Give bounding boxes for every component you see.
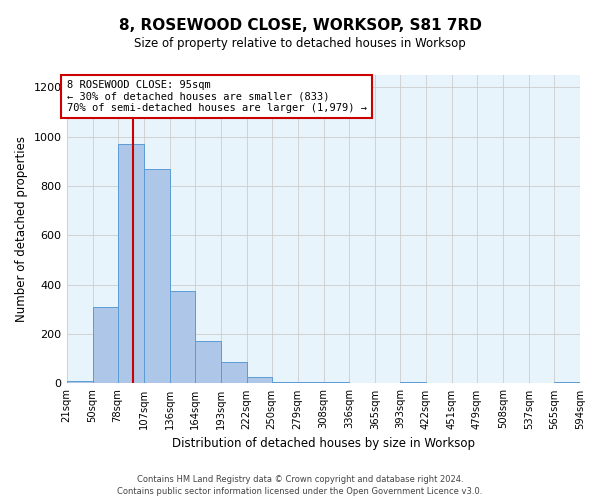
Bar: [400, 382, 426, 384]
Text: 8 ROSEWOOD CLOSE: 95sqm
← 30% of detached houses are smaller (833)
70% of semi-d: 8 ROSEWOOD CLOSE: 95sqm ← 30% of detache…: [67, 80, 367, 113]
Bar: [118, 144, 143, 384]
Text: Size of property relative to detached houses in Worksop: Size of property relative to detached ho…: [134, 38, 466, 51]
Y-axis label: Number of detached properties: Number of detached properties: [15, 136, 28, 322]
Text: 8, ROSEWOOD CLOSE, WORKSOP, S81 7RD: 8, ROSEWOOD CLOSE, WORKSOP, S81 7RD: [119, 18, 481, 32]
Bar: [143, 169, 170, 384]
Bar: [170, 291, 194, 384]
X-axis label: Distribution of detached houses by size in Worksop: Distribution of detached houses by size …: [172, 437, 475, 450]
Bar: [194, 342, 221, 384]
Bar: [67, 381, 92, 384]
Bar: [554, 382, 580, 384]
Bar: [272, 382, 298, 384]
Bar: [324, 382, 349, 384]
Text: Contains HM Land Registry data © Crown copyright and database right 2024.: Contains HM Land Registry data © Crown c…: [137, 474, 463, 484]
Bar: [247, 378, 272, 384]
Bar: [92, 307, 118, 384]
Text: Contains public sector information licensed under the Open Government Licence v3: Contains public sector information licen…: [118, 486, 482, 496]
Bar: [221, 362, 247, 384]
Bar: [298, 382, 324, 384]
